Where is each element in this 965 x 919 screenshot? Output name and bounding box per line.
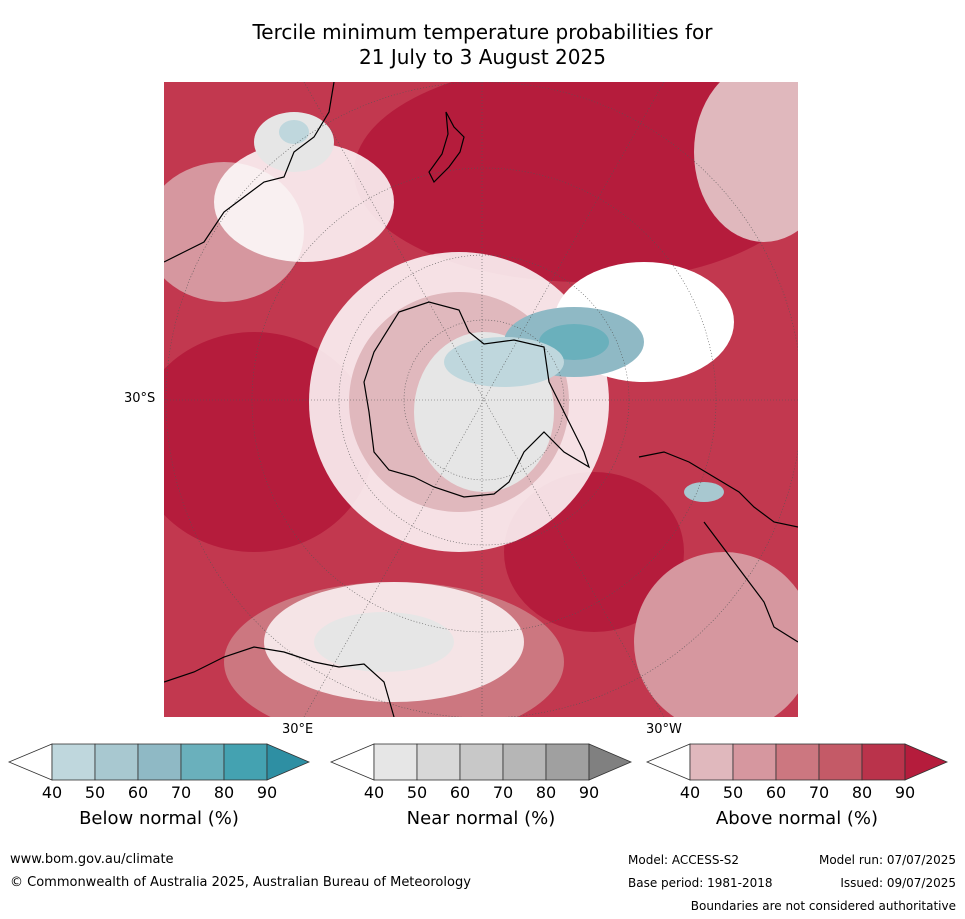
- cbar-below-swatch-2: [94, 743, 139, 781]
- cbar-near-swatch-2: [416, 743, 461, 781]
- cbar-above-swatch-1: [689, 743, 734, 781]
- region-below-australia: [279, 120, 309, 144]
- cbar-below-swatch-3: [137, 743, 182, 781]
- cbar-above-tick: 40: [679, 783, 701, 802]
- cbar-above-swatch-6: [904, 743, 949, 781]
- southamerica-coastline: [638, 451, 798, 643]
- map-svg: [164, 82, 798, 717]
- cbar-near-tick: 70: [492, 783, 514, 802]
- cbar-above-tick: 60: [765, 783, 787, 802]
- lon-label-30w: 30°W: [646, 722, 682, 737]
- cbar-above-tick: 70: [808, 783, 830, 802]
- cbar-below-tick: 40: [41, 783, 63, 802]
- footer-disclaimer: Boundaries are not considered authoritat…: [690, 899, 956, 913]
- lon-label-30e: 30°E: [282, 722, 314, 737]
- cbar-above-tick: 80: [851, 783, 873, 802]
- cbar-below-swatch-6: [266, 743, 311, 781]
- footer-model-run: Model run: 07/07/2025: [818, 853, 956, 867]
- cbar-below-swatch-5: [223, 743, 268, 781]
- cbar-below-tick: 60: [127, 783, 149, 802]
- region-below-southamerica: [684, 482, 724, 502]
- cbar-above-tick: 50: [722, 783, 744, 802]
- cbar-near-swatch-0: [329, 743, 375, 781]
- footer-website: www.bom.gov.au/climate: [10, 852, 174, 867]
- probability-map: [164, 82, 798, 717]
- cbar-above-tick: 90: [894, 783, 916, 802]
- cbar-near-swatch-1: [373, 743, 418, 781]
- cbar-below-tick: 50: [84, 783, 106, 802]
- map-title-line2: 21 July to 3 August 2025: [359, 45, 606, 69]
- newzealand-coastline: [428, 111, 465, 184]
- region-below-central: [444, 337, 564, 387]
- cbar-near-tick: 90: [578, 783, 600, 802]
- region-white-north: [214, 142, 394, 262]
- cbar-above-title: Above normal (%): [715, 808, 879, 829]
- lat-label-30s: 30°S: [124, 391, 156, 406]
- cbar-above-swatch-4: [818, 743, 863, 781]
- footer-model: Model: ACCESS-S2: [628, 853, 740, 867]
- colorbar-near-normal: [329, 743, 633, 781]
- cbar-near-swatch-4: [502, 743, 547, 781]
- cbar-near-swatch-5: [545, 743, 590, 781]
- cbar-above-swatch-5: [861, 743, 906, 781]
- region-near-south: [314, 612, 454, 672]
- colorbar-below-normal: [7, 743, 311, 781]
- footer-issued: Issued: 09/07/2025: [840, 876, 956, 890]
- australia-coastline: [164, 82, 335, 263]
- cbar-below-tick: 70: [170, 783, 192, 802]
- cbar-above-swatch-0: [645, 743, 691, 781]
- cbar-below-tick: 80: [213, 783, 235, 802]
- antarctica-coastline: [363, 301, 591, 498]
- region-above-light-northeast: [694, 82, 798, 242]
- region-above-dark-north: [354, 82, 798, 282]
- cbar-below-swatch-4: [180, 743, 225, 781]
- cbar-below-swatch-1: [51, 743, 96, 781]
- footer-copyright: © Commonwealth of Australia 2025, Austra…: [10, 875, 471, 890]
- cbar-near-tick: 80: [535, 783, 557, 802]
- graticule: [164, 82, 798, 717]
- map-title-line1: Tercile minimum temperature probabilitie…: [252, 20, 713, 44]
- footer-base-period: Base period: 1981-2018: [628, 876, 773, 890]
- cbar-below-tick: 90: [256, 783, 278, 802]
- cbar-above-swatch-2: [732, 743, 777, 781]
- cbar-near-tick: 40: [363, 783, 385, 802]
- cbar-near-swatch-3: [459, 743, 504, 781]
- africa-coastline: [164, 646, 395, 717]
- cbar-below-swatch-0: [7, 743, 53, 781]
- cbar-near-title: Near normal (%): [406, 808, 556, 829]
- map-title: Tercile minimum temperature probabilitie…: [0, 20, 965, 70]
- cbar-near-swatch-6: [588, 743, 633, 781]
- cbar-near-tick: 50: [406, 783, 428, 802]
- cbar-near-tick: 60: [449, 783, 471, 802]
- cbar-below-title: Below normal (%): [79, 808, 239, 829]
- cbar-above-swatch-3: [775, 743, 820, 781]
- colorbar-above-normal: [645, 743, 949, 781]
